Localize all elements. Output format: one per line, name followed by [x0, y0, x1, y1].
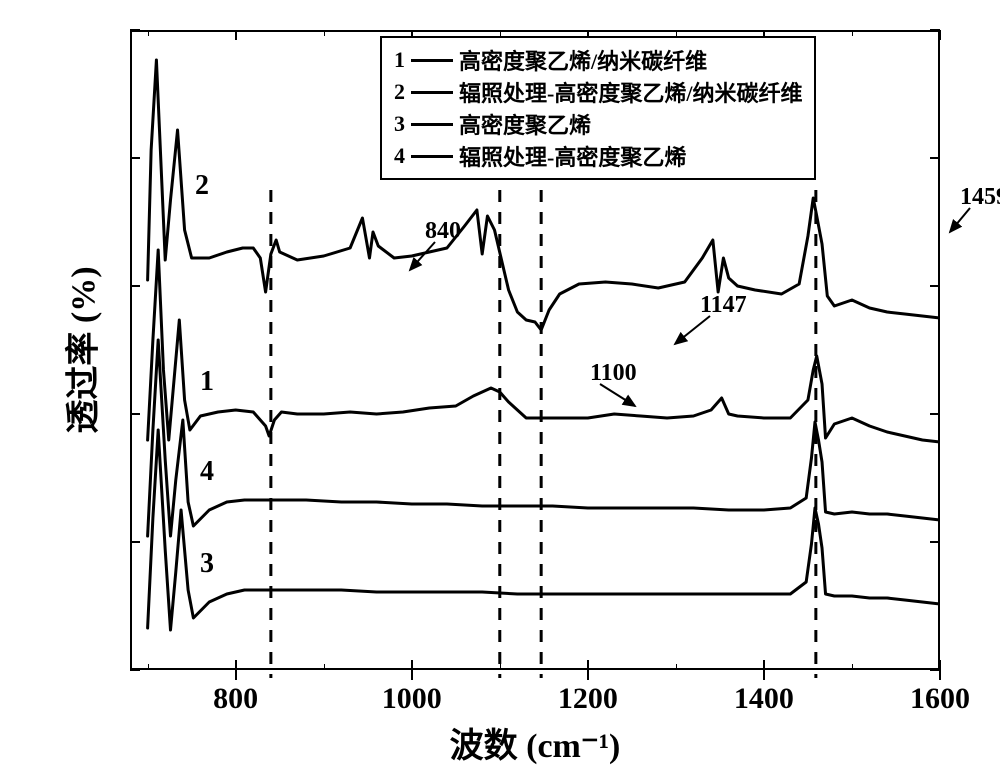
curve-label-3: 3 — [200, 548, 214, 580]
legend-item-num: 1 — [394, 47, 405, 73]
annotation-1459: 1459 — [960, 184, 1000, 211]
legend-line-icon — [411, 91, 453, 94]
y-axis-label: 透过率 (%) — [56, 266, 105, 433]
legend-item: 2 辐照处理-高密度聚乙烯/纳米碳纤维 — [394, 76, 802, 108]
legend-item-label: 高密度聚乙烯/纳米碳纤维 — [459, 44, 707, 76]
legend-line-icon — [411, 155, 453, 158]
annotation-840: 840 — [425, 218, 461, 245]
figure: 800 1000 1200 1400 1600 波数 (cm⁻¹) 透过率 (%) 1 高… — [0, 0, 1000, 777]
legend-item-label: 辐照处理-高密度聚乙烯/纳米碳纤维 — [459, 76, 802, 108]
legend-item-num: 3 — [394, 111, 405, 137]
xtick-label: 800 — [213, 682, 258, 716]
xtick-label: 1400 — [734, 682, 794, 716]
series-curve4 — [148, 340, 940, 536]
legend-line-icon — [411, 59, 453, 62]
curve-label-2: 2 — [195, 170, 209, 202]
legend-item: 3 高密度聚乙烯 — [394, 108, 802, 140]
legend-item: 1 高密度聚乙烯/纳米碳纤维 — [394, 44, 802, 76]
curve-label-4: 4 — [200, 456, 214, 488]
xtick-label: 1600 — [910, 682, 970, 716]
annotation-1147: 1147 — [700, 292, 747, 319]
xtick-label: 1200 — [558, 682, 618, 716]
legend-item: 4 辐照处理-高密度聚乙烯 — [394, 140, 802, 172]
legend-item-label: 辐照处理-高密度聚乙烯 — [459, 140, 686, 172]
xtick-label: 1000 — [382, 682, 442, 716]
x-axis-label: 波数 (cm⁻¹) — [450, 718, 621, 767]
legend-item-label: 高密度聚乙烯 — [459, 108, 591, 140]
legend: 1 高密度聚乙烯/纳米碳纤维 2 辐照处理-高密度聚乙烯/纳米碳纤维 3 高密度聚乙烯 4 辐… — [380, 36, 816, 180]
legend-line-icon — [411, 123, 453, 126]
curve-label-1: 1 — [200, 366, 214, 398]
legend-item-num: 2 — [394, 79, 405, 105]
legend-item-num: 4 — [394, 143, 405, 169]
annotation-1100: 1100 — [590, 360, 637, 387]
